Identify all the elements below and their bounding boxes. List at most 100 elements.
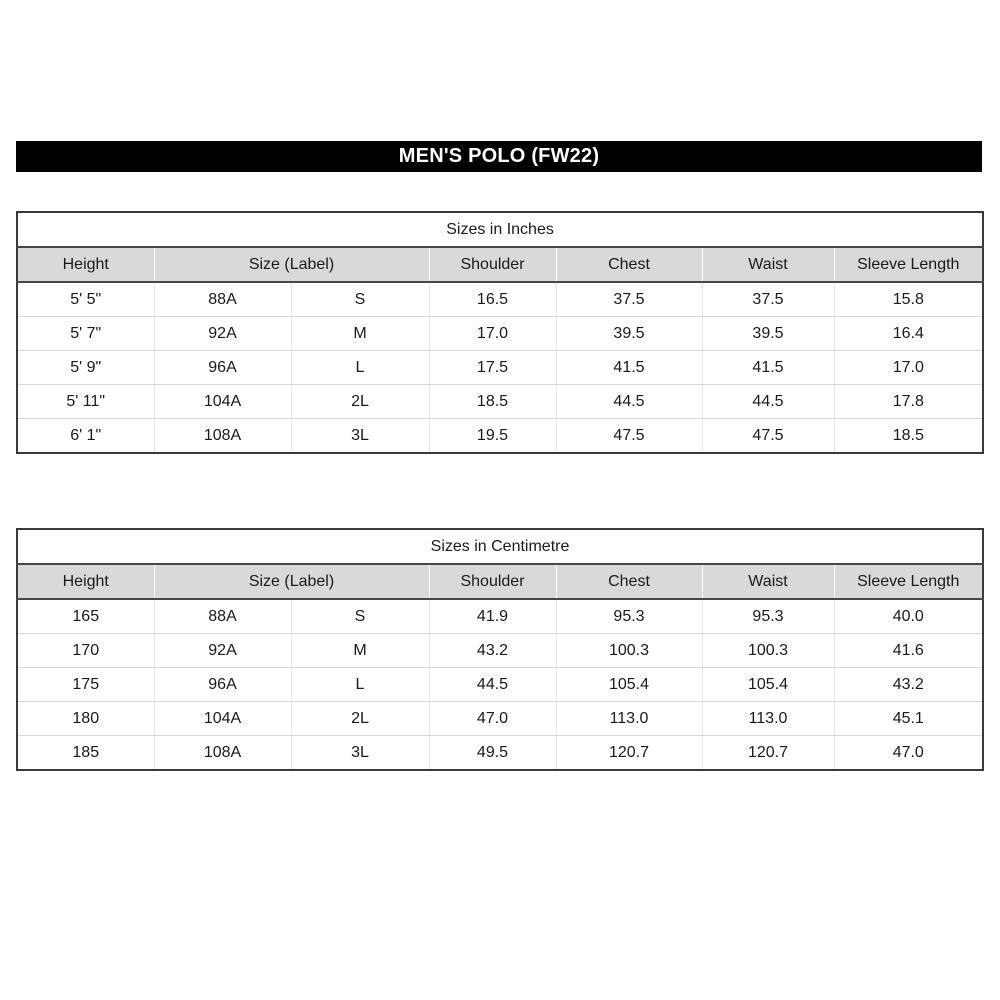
table-cell: 40.0 [833,599,984,634]
table-cell: 104A [153,384,291,419]
table-cell: 47.0 [428,701,556,736]
column-header-size-label: Size (Label) [153,564,429,600]
sizes-inches-table: Sizes in Inches Height Size (Label) Shou… [16,211,985,454]
column-header-size-label: Size (Label) [153,247,429,283]
table-row: 185 108A 3L 49.5 120.7 120.7 47.0 [17,735,984,770]
table-cell: 165 [17,599,154,634]
table-cell: 180 [17,701,154,736]
table-title: Sizes in Inches [17,212,984,248]
table-cell: 15.8 [833,282,984,317]
table-cell: 18.5 [428,384,556,419]
table-cell: 100.3 [555,633,702,668]
table-cell: 170 [17,633,154,668]
table-cell: 120.7 [555,735,702,770]
banner-title: MEN'S POLO (FW22) [398,145,600,167]
table-cell: M [290,633,429,668]
table-cell: 16.4 [833,316,984,351]
table-cell: 44.5 [701,384,834,419]
table-cell: 92A [153,316,291,351]
table-cell: 37.5 [555,282,702,317]
table-cell: 108A [153,735,291,770]
column-header-waist: Waist [701,247,834,283]
table-cell: 5' 11" [17,384,154,419]
table-row: 180 104A 2L 47.0 113.0 113.0 45.1 [17,701,984,736]
table-cell: 105.4 [701,667,834,702]
table-cell: 37.5 [701,282,834,317]
table-cell: 6' 1" [17,418,154,453]
table-cell: 3L [290,418,429,453]
table-cell: 17.0 [833,350,984,385]
table-cell: 17.5 [428,350,556,385]
table-cell: 47.5 [555,418,702,453]
table-cell: 39.5 [701,316,834,351]
table-cell: 17.8 [833,384,984,419]
table-cell: 41.5 [701,350,834,385]
table-cell: 105.4 [555,667,702,702]
table-row: 5' 5" 88A S 16.5 37.5 37.5 15.8 [17,282,984,317]
table-cell: S [290,599,429,634]
table-cell: 16.5 [428,282,556,317]
table-cell: 5' 5" [17,282,154,317]
table-cell: 41.5 [555,350,702,385]
table-cell: 49.5 [428,735,556,770]
table-row: 175 96A L 44.5 105.4 105.4 43.2 [17,667,984,702]
table-cell: 47.0 [833,735,984,770]
table-cell: 5' 9" [17,350,154,385]
table-cell: M [290,316,429,351]
table-cell: 3L [290,735,429,770]
table-title-row: Sizes in Inches [17,212,984,248]
table-row: 5' 9" 96A L 17.5 41.5 41.5 17.0 [17,350,984,385]
column-header-sleeve-length: Sleeve Length [833,247,984,283]
table-cell: 41.6 [833,633,984,668]
table-cell: 96A [153,350,291,385]
table-cell: 175 [17,667,154,702]
table-row: 5' 11" 104A 2L 18.5 44.5 44.5 17.8 [17,384,984,419]
column-header-height: Height [17,247,154,283]
table-cell: 95.3 [555,599,702,634]
column-header-waist: Waist [701,564,834,600]
table-cell: 108A [153,418,291,453]
table-cell: 120.7 [701,735,834,770]
sizes-centimetre-table: Sizes in Centimetre Height Size (Label) … [16,528,985,771]
table-cell: 88A [153,599,291,634]
table-cell: 39.5 [555,316,702,351]
table-cell: 113.0 [701,701,834,736]
table-header-row: Height Size (Label) Shoulder Chest Waist… [17,247,984,283]
table-row: 6' 1" 108A 3L 19.5 47.5 47.5 18.5 [17,418,984,453]
table-cell: 43.2 [428,633,556,668]
sizes-centimetre-body: 165 88A S 41.9 95.3 95.3 40.0 170 92A M 43.2 100.3 1… [17,599,984,770]
column-header-sleeve-length: Sleeve Length [833,564,984,600]
table-cell: 2L [290,701,429,736]
column-header-shoulder: Shoulder [428,247,556,283]
table-cell: 44.5 [428,667,556,702]
table-cell: 113.0 [555,701,702,736]
column-header-chest: Chest [555,564,702,600]
table-cell: 18.5 [833,418,984,453]
table-cell: 95.3 [701,599,834,634]
product-banner: MEN'S POLO (FW22) [16,141,982,172]
table-cell: S [290,282,429,317]
table-cell: 44.5 [555,384,702,419]
table-title: Sizes in Centimetre [17,529,984,565]
table-cell: 19.5 [428,418,556,453]
table-cell: L [290,350,429,385]
table-header-row: Height Size (Label) Shoulder Chest Waist… [17,564,984,600]
table-row: 165 88A S 41.9 95.3 95.3 40.0 [17,599,984,634]
column-header-shoulder: Shoulder [428,564,556,600]
table-cell: 88A [153,282,291,317]
table-cell: 5' 7" [17,316,154,351]
table-title-row: Sizes in Centimetre [17,529,984,565]
table-cell: 41.9 [428,599,556,634]
table-cell: 100.3 [701,633,834,668]
table-cell: 47.5 [701,418,834,453]
column-header-chest: Chest [555,247,702,283]
table-cell: 185 [17,735,154,770]
table-cell: 2L [290,384,429,419]
column-header-height: Height [17,564,154,600]
table-cell: L [290,667,429,702]
table-row: 170 92A M 43.2 100.3 100.3 41.6 [17,633,984,668]
table-cell: 43.2 [833,667,984,702]
table-cell: 45.1 [833,701,984,736]
sizes-inches-body: 5' 5" 88A S 16.5 37.5 37.5 15.8 5' 7" 92A M 17.0 39… [17,282,984,453]
table-row: 5' 7" 92A M 17.0 39.5 39.5 16.4 [17,316,984,351]
